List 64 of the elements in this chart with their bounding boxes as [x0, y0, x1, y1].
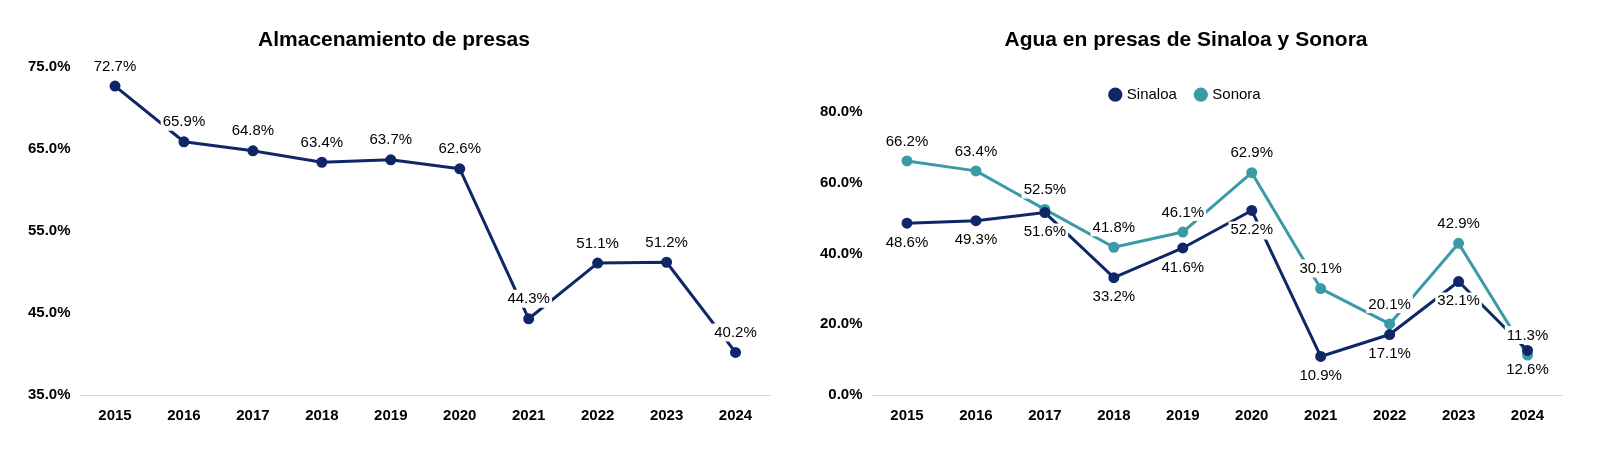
data-label: 66.2%	[885, 131, 929, 149]
y-tick-label: 55.0%	[27, 221, 71, 239]
x-tick-label: 2021	[512, 406, 546, 424]
x-tick-label: 2023	[649, 406, 684, 424]
x-tick-label: 2019	[1166, 406, 1200, 424]
y-tick-label: 20.0%	[819, 314, 863, 332]
y-tick-label: 40.0%	[819, 243, 863, 261]
x-tick-label: 2018	[305, 406, 339, 424]
data-label: 10.9%	[1299, 366, 1342, 384]
x-tick-label: 2015	[98, 406, 132, 424]
data-label: 49.3%	[954, 230, 998, 248]
data-label: 42.9%	[1437, 213, 1480, 231]
legend-label: Sinaloa	[1126, 84, 1178, 102]
data-label: 63.4%	[954, 141, 998, 159]
y-tick-label: 0.0%	[828, 385, 863, 403]
data-label: 17.1%	[1368, 344, 1411, 362]
x-tick-label: 2018	[1097, 406, 1131, 424]
x-tick-label: 2015	[890, 406, 924, 424]
data-label: 72.7%	[93, 56, 137, 74]
y-tick-label: 75.0%	[27, 57, 71, 75]
x-tick-label: 2017	[236, 406, 270, 424]
data-label: 32.1%	[1437, 291, 1480, 309]
x-tick-label: 2020	[443, 406, 477, 424]
x-tick-label: 2019	[374, 406, 408, 424]
x-tick-label: 2020	[1235, 406, 1269, 424]
x-tick-label: 2021	[1304, 406, 1338, 424]
x-tick-label: 2016	[959, 406, 993, 424]
y-tick-label: 80.0%	[819, 102, 863, 120]
data-label: 63.7%	[369, 130, 413, 148]
data-label: 12.6%	[1506, 360, 1549, 378]
data-label: 51.6%	[1023, 222, 1067, 240]
data-label: 63.4%	[300, 132, 344, 150]
data-label: 64.8%	[231, 121, 275, 139]
data-label: 44.3%	[507, 289, 550, 307]
legend-label: Sonora	[1212, 84, 1262, 102]
data-label: 48.6%	[885, 232, 929, 250]
chart-title: Agua en presas de Sinaloa y Sonora	[1004, 27, 1368, 51]
chart-title: Almacenamiento de presas	[258, 27, 530, 51]
data-label: 40.2%	[714, 323, 757, 341]
x-tick-label: 2024	[1510, 406, 1545, 424]
data-label: 51.1%	[576, 233, 619, 251]
data-label: 20.1%	[1368, 294, 1411, 312]
data-label: 62.9%	[1230, 143, 1274, 161]
y-tick-label: 60.0%	[819, 173, 863, 191]
x-tick-label: 2016	[167, 406, 201, 424]
data-label: 11.3%	[1506, 325, 1549, 343]
data-label: 65.9%	[162, 112, 206, 130]
data-label: 46.1%	[1161, 202, 1205, 220]
x-tick-label: 2017	[1028, 406, 1062, 424]
x-tick-label: 2024	[718, 406, 753, 424]
data-label: 52.2%	[1230, 220, 1274, 238]
y-tick-label: 65.0%	[27, 139, 71, 157]
x-tick-label: 2022	[1372, 406, 1407, 424]
data-label: 52.5%	[1023, 180, 1067, 198]
y-tick-label: 45.0%	[27, 303, 71, 321]
data-label: 33.2%	[1092, 287, 1136, 305]
data-label: 41.6%	[1161, 257, 1205, 275]
data-label: 51.2%	[645, 232, 688, 250]
y-tick-label: 35.0%	[27, 385, 71, 403]
data-label: 41.8%	[1092, 217, 1136, 235]
data-label: 62.6%	[438, 139, 482, 157]
data-label: 30.1%	[1299, 259, 1342, 277]
x-tick-label: 2022	[580, 406, 615, 424]
x-tick-label: 2023	[1441, 406, 1476, 424]
